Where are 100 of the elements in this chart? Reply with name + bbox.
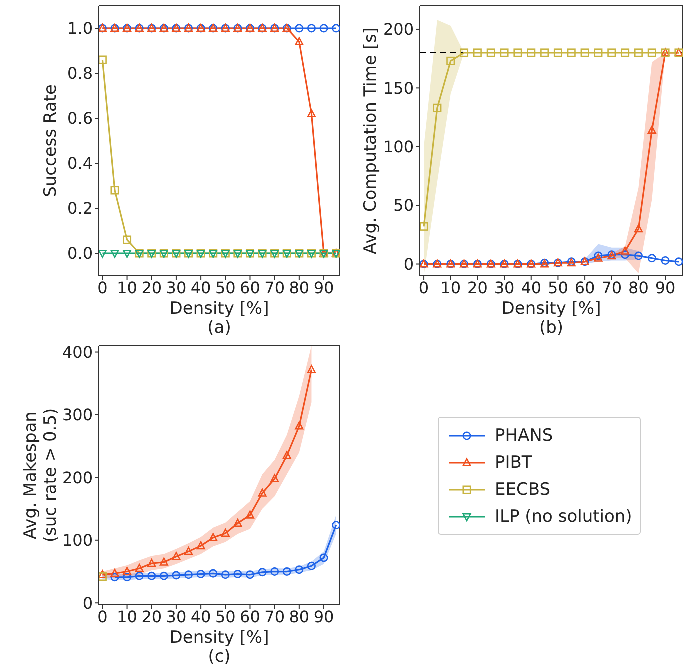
- point: [514, 48, 522, 58]
- x-tick-label: 30: [494, 278, 515, 298]
- point: [621, 246, 630, 255]
- y-tick-label: 200: [62, 468, 93, 488]
- y-tick-label: 150: [383, 78, 414, 98]
- x-tick-label: 10: [440, 278, 462, 298]
- y-tick-label: 100: [383, 138, 414, 157]
- point: [634, 252, 643, 260]
- x-tick-label: 60: [574, 278, 596, 298]
- point: [594, 48, 603, 58]
- x-tick-label: 50: [215, 607, 236, 626]
- point: [99, 250, 107, 258]
- point: [540, 48, 550, 58]
- point: [295, 566, 304, 574]
- x-tick-label: 30: [166, 278, 187, 298]
- point: [148, 572, 156, 580]
- x-tick-label: 0: [98, 278, 108, 298]
- x-tick-label: 80: [628, 278, 649, 298]
- x-tick-label: 20: [142, 607, 162, 626]
- point: [123, 236, 132, 244]
- legend-label: PHANS: [495, 426, 554, 446]
- point: [621, 48, 630, 58]
- x-tick-label: 80: [289, 607, 310, 626]
- y-tick-label: 300: [62, 406, 93, 425]
- point: [110, 573, 120, 582]
- x-axis-title: Density [%]: [502, 299, 602, 319]
- text: (a): [208, 318, 232, 338]
- point: [123, 567, 132, 576]
- point: [99, 570, 107, 578]
- x-tick-label: 40: [190, 278, 212, 298]
- point: [527, 48, 536, 58]
- legend-label: EECBS: [495, 480, 551, 500]
- point: [486, 48, 496, 58]
- point: [554, 48, 562, 58]
- point: [580, 48, 590, 58]
- x-tick-label: 50: [215, 278, 236, 298]
- point: [221, 570, 230, 580]
- point: [460, 48, 469, 58]
- x-tick-label: 60: [240, 607, 260, 626]
- point: [246, 570, 254, 580]
- point: [307, 562, 316, 570]
- point: [608, 48, 616, 58]
- point: [184, 570, 194, 580]
- point: [500, 48, 509, 58]
- point: [160, 558, 168, 566]
- y-tick-label: 0.6: [68, 109, 93, 128]
- x-tick-label: 30: [166, 607, 187, 626]
- x-axis-title: Density [%]: [170, 299, 270, 319]
- point: [209, 533, 218, 542]
- x-tick-label: 0: [98, 607, 108, 626]
- x-tick-label: 10: [117, 607, 138, 626]
- y-tick-label: 200: [383, 20, 414, 40]
- x-tick-label: 90: [655, 278, 676, 298]
- y-tick-label: 50: [394, 196, 414, 216]
- point: [307, 365, 316, 374]
- point: [295, 24, 304, 33]
- point: [674, 258, 683, 266]
- x-tick-label: 60: [240, 278, 260, 298]
- point: [234, 570, 242, 579]
- y-tick-label: 0.2: [68, 199, 93, 218]
- x-tick-label: 20: [468, 278, 488, 298]
- y-tick-label: 0: [404, 254, 414, 274]
- point: [123, 573, 132, 582]
- x-tick-label: 40: [521, 278, 542, 298]
- x-tick-label: 0: [418, 278, 430, 298]
- x-tick-label: 90: [314, 607, 334, 626]
- point: [258, 488, 267, 497]
- x-tick-label: 70: [602, 278, 622, 298]
- point: [295, 422, 304, 430]
- x-tick-label: 50: [548, 278, 568, 298]
- text: (b): [539, 318, 564, 338]
- point: [172, 571, 181, 580]
- point: [420, 222, 428, 231]
- point: [184, 547, 194, 556]
- point: [160, 572, 168, 580]
- point: [110, 186, 120, 195]
- point: [196, 541, 206, 550]
- point: [110, 569, 120, 578]
- y-tick-label: 1.0: [68, 19, 93, 38]
- point: [634, 48, 643, 58]
- point: [648, 126, 656, 134]
- x-tick-label: 70: [264, 607, 286, 626]
- y-axis-title: Avg. Makespan (suc rate > 0.5): [21, 408, 61, 543]
- point: [648, 48, 656, 58]
- x-tick-label: 10: [117, 278, 138, 298]
- x-axis-title: Density [%]: [170, 628, 270, 648]
- point: [320, 24, 328, 33]
- x-tick-label: 80: [289, 278, 310, 298]
- x-tick-label: 40: [190, 607, 212, 626]
- x-tick-label: 90: [314, 278, 334, 298]
- point: [135, 572, 144, 580]
- point: [123, 250, 132, 258]
- x-tick-label: 20: [142, 278, 162, 298]
- point: [295, 37, 304, 46]
- y-tick-label: 0.4: [68, 154, 93, 174]
- legend-label: ILP (no solution): [495, 506, 632, 526]
- point: [433, 104, 442, 112]
- point: [282, 451, 292, 460]
- point: [307, 109, 316, 118]
- point: [282, 568, 292, 576]
